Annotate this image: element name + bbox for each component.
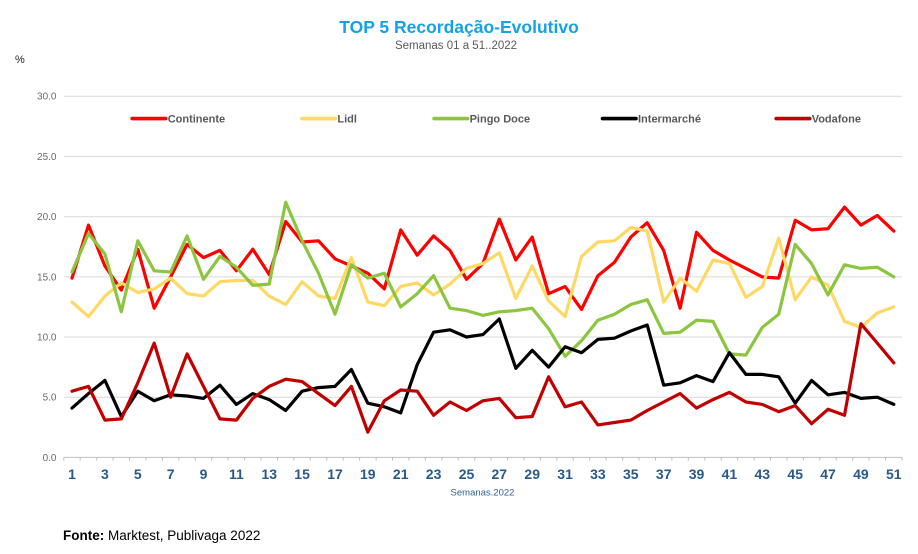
- svg-text:Semanas.2022: Semanas.2022: [451, 488, 515, 499]
- svg-text:23: 23: [426, 466, 442, 482]
- svg-text:Pingo Doce: Pingo Doce: [470, 114, 531, 126]
- svg-text:19: 19: [360, 466, 376, 482]
- svg-text:21: 21: [393, 466, 409, 482]
- svg-text:20.0: 20.0: [37, 212, 57, 223]
- svg-text:%: %: [15, 54, 25, 66]
- svg-text:7: 7: [167, 466, 175, 482]
- svg-text:9: 9: [200, 466, 208, 482]
- svg-text:Intermarché: Intermarché: [638, 114, 701, 126]
- svg-text:13: 13: [261, 466, 277, 482]
- svg-text:41: 41: [722, 466, 738, 482]
- svg-text:37: 37: [656, 466, 672, 482]
- svg-text:Lidl: Lidl: [337, 114, 357, 126]
- svg-text:35: 35: [623, 466, 639, 482]
- svg-text:30.0: 30.0: [37, 92, 57, 103]
- svg-text:25.0: 25.0: [37, 152, 57, 163]
- svg-text:15: 15: [294, 466, 310, 482]
- svg-text:17: 17: [327, 466, 343, 482]
- svg-text:5.0: 5.0: [43, 393, 57, 404]
- svg-text:45: 45: [787, 466, 803, 482]
- svg-text:0.0: 0.0: [43, 453, 57, 464]
- svg-text:Vodafone: Vodafone: [812, 114, 861, 126]
- svg-text:51: 51: [886, 466, 902, 482]
- svg-text:29: 29: [524, 466, 540, 482]
- svg-text:3: 3: [101, 466, 109, 482]
- svg-text:25: 25: [459, 466, 475, 482]
- svg-text:5: 5: [134, 466, 142, 482]
- svg-text:49: 49: [853, 466, 869, 482]
- svg-text:11: 11: [229, 466, 244, 482]
- svg-text:15.0: 15.0: [37, 272, 57, 283]
- svg-text:1: 1: [68, 466, 76, 482]
- svg-text:33: 33: [590, 466, 606, 482]
- svg-text:27: 27: [492, 466, 508, 482]
- svg-text:Continente: Continente: [168, 114, 225, 126]
- svg-text:43: 43: [755, 466, 771, 482]
- svg-text:10.0: 10.0: [37, 332, 57, 343]
- svg-text:31: 31: [557, 466, 573, 482]
- svg-text:47: 47: [820, 466, 836, 482]
- svg-text:39: 39: [689, 466, 705, 482]
